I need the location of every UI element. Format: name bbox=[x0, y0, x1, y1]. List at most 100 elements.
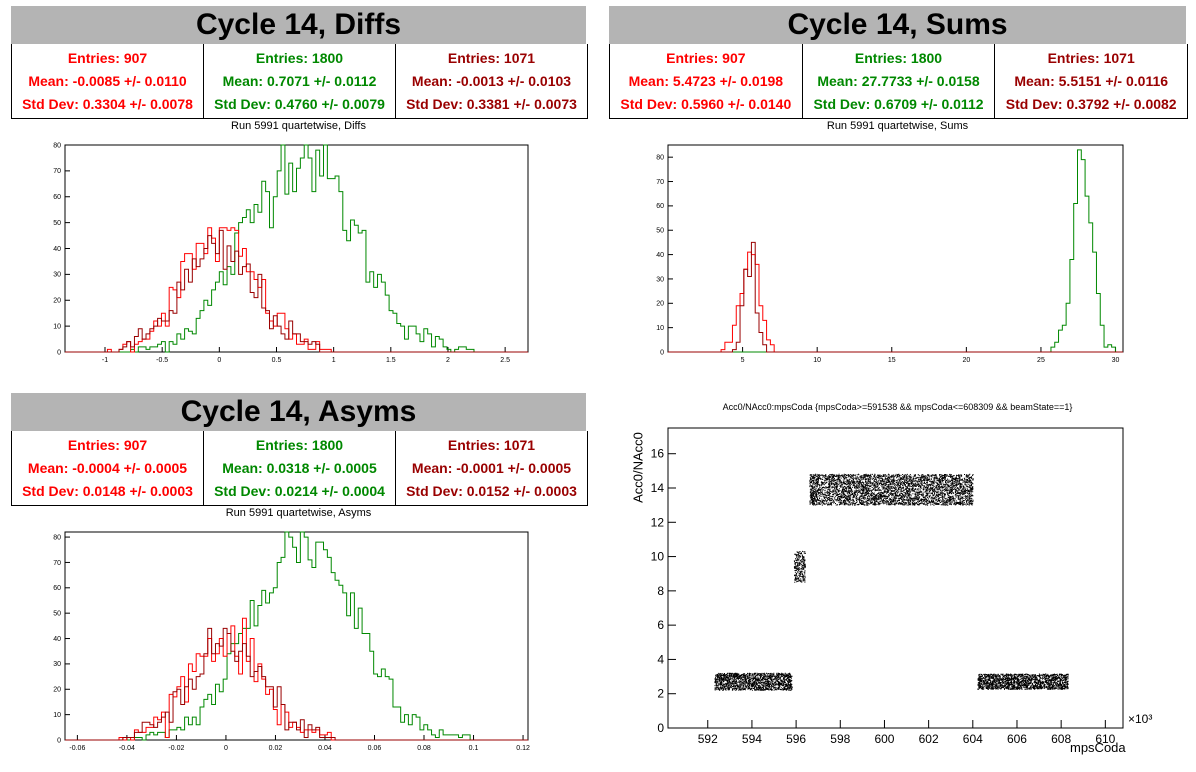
scatter-xlabel: mpsCoda bbox=[1070, 740, 1126, 755]
y-tick-label: 2 bbox=[657, 687, 664, 701]
x-tick-label: -0.04 bbox=[119, 745, 135, 752]
y-tick-label: 70 bbox=[53, 168, 61, 175]
asyms-stats-red: Entries: 907 Mean: -0.0004 +/- 0.0005 St… bbox=[12, 431, 204, 505]
y-tick-label: 10 bbox=[656, 325, 664, 332]
y-tick-label: 0 bbox=[57, 349, 61, 356]
x-tick-label: -1 bbox=[102, 357, 108, 364]
sums-stats-red: Entries: 907 Mean: 5.4723 +/- 0.0198 Std… bbox=[610, 44, 803, 118]
histogram-series-1 bbox=[668, 251, 1123, 353]
entries-label: Entries: 907 bbox=[666, 49, 746, 66]
scatter-points bbox=[714, 473, 1069, 691]
diffs-stats-darkred: Entries: 1071 Mean: -0.0013 +/- 0.0103 S… bbox=[396, 44, 587, 118]
y-tick-label: 50 bbox=[53, 611, 61, 618]
x-tick-label: 600 bbox=[874, 732, 894, 746]
x-tick-label: 0.06 bbox=[368, 745, 382, 752]
scatter-ylabel: Acc0/NAcc0 bbox=[630, 432, 646, 503]
histogram-series-1 bbox=[65, 617, 528, 741]
sums-subtitle: Run 5991 quartetwise, Sums bbox=[826, 120, 969, 132]
x-tick-label: 10 bbox=[813, 357, 821, 364]
y-tick-label: 40 bbox=[656, 252, 664, 259]
scatter-exponent: ×10³ bbox=[1128, 712, 1153, 726]
x-tick-label: 604 bbox=[963, 732, 983, 746]
y-tick-label: 16 bbox=[651, 447, 665, 461]
mean-label: Mean: -0.0004 +/- 0.0005 bbox=[27, 459, 188, 476]
sums-stats-box: Entries: 907 Mean: 5.4723 +/- 0.0198 Std… bbox=[609, 44, 1188, 119]
y-tick-label: 30 bbox=[53, 661, 61, 668]
stddev-label: Std Dev: 0.3792 +/- 0.0082 bbox=[1005, 96, 1177, 113]
x-tick-label: 610 bbox=[1095, 732, 1115, 746]
y-tick-label: 80 bbox=[656, 155, 664, 162]
x-tick-label: 15 bbox=[888, 357, 896, 364]
entries-label: Entries: 1071 bbox=[447, 436, 536, 453]
y-tick-label: 60 bbox=[656, 203, 664, 210]
x-tick-label: 20 bbox=[962, 357, 970, 364]
mean-label: Mean: 0.7071 +/- 0.0112 bbox=[222, 72, 377, 89]
x-tick-label: 0.5 bbox=[272, 357, 282, 364]
y-tick-label: 4 bbox=[657, 652, 664, 666]
entries-label: Entries: 1071 bbox=[447, 49, 536, 66]
stddev-label: Std Dev: 0.0214 +/- 0.0004 bbox=[214, 483, 385, 500]
histogram-series-2 bbox=[668, 241, 1123, 353]
diffs-title: Cycle 14, Diffs bbox=[11, 6, 586, 44]
asyms-stats-green: Entries: 1800 Mean: 0.0318 +/- 0.0005 St… bbox=[204, 431, 396, 505]
y-tick-label: 60 bbox=[53, 194, 61, 201]
x-tick-label: 0.04 bbox=[318, 745, 332, 752]
entries-label: Entries: 1800 bbox=[854, 49, 943, 66]
stddev-label: Std Dev: 0.0152 +/- 0.0003 bbox=[406, 483, 577, 500]
y-tick-label: 20 bbox=[656, 301, 664, 308]
stddev-label: Std Dev: 0.6709 +/- 0.0112 bbox=[813, 96, 984, 113]
y-tick-label: 30 bbox=[656, 276, 664, 283]
x-tick-label: 0 bbox=[217, 357, 221, 364]
y-tick-label: 6 bbox=[657, 618, 664, 632]
sums-stats-darkred: Entries: 1071 Mean: 5.5151 +/- 0.0116 St… bbox=[995, 44, 1187, 118]
stddev-label: Std Dev: 0.5960 +/- 0.0140 bbox=[620, 96, 792, 113]
mean-label: Mean: 5.5151 +/- 0.0116 bbox=[1014, 72, 1169, 89]
asyms-title: Cycle 14, Asyms bbox=[11, 393, 586, 431]
y-tick-label: 12 bbox=[651, 515, 665, 529]
asyms-stats-darkred: Entries: 1071 Mean: -0.0001 +/- 0.0005 S… bbox=[396, 431, 587, 505]
x-tick-label: 0.12 bbox=[516, 745, 530, 752]
x-tick-label: 602 bbox=[919, 732, 939, 746]
y-tick-label: 80 bbox=[53, 142, 61, 149]
x-tick-label: 606 bbox=[1007, 732, 1027, 746]
x-tick-label: 1 bbox=[332, 357, 336, 364]
y-tick-label: 50 bbox=[53, 220, 61, 227]
entries-label: Entries: 907 bbox=[67, 436, 148, 453]
y-tick-label: 10 bbox=[651, 550, 665, 564]
entries-label: Entries: 1071 bbox=[1047, 49, 1135, 66]
x-tick-label: 608 bbox=[1051, 732, 1071, 746]
stddev-label: Std Dev: 0.0148 +/- 0.0003 bbox=[22, 483, 193, 500]
scatter-title: Acc0/NAcc0:mpsCoda {mpsCoda>=591538 && m… bbox=[722, 402, 1073, 412]
y-tick-label: 20 bbox=[53, 687, 61, 694]
mean-label: Mean: -0.0013 +/- 0.0103 bbox=[411, 72, 572, 89]
x-tick-label: 2.5 bbox=[500, 357, 510, 364]
y-tick-label: 10 bbox=[53, 323, 61, 330]
diffs-stats-red: Entries: 907 Mean: -0.0085 +/- 0.0110 St… bbox=[12, 44, 204, 118]
stddev-label: Std Dev: 0.4760 +/- 0.0079 bbox=[214, 96, 385, 113]
x-tick-label: 1.5 bbox=[386, 357, 396, 364]
y-tick-label: 40 bbox=[53, 636, 61, 643]
x-tick-label: 0.1 bbox=[469, 745, 479, 752]
diffs-subtitle: Run 5991 quartetwise, Diffs bbox=[231, 120, 366, 132]
histogram-series-2 bbox=[65, 627, 528, 741]
y-tick-label: 70 bbox=[656, 179, 664, 186]
x-tick-label: 596 bbox=[786, 732, 806, 746]
sums-title: Cycle 14, Sums bbox=[609, 6, 1186, 44]
x-tick-label: 5 bbox=[741, 357, 745, 364]
y-tick-label: 20 bbox=[53, 298, 61, 305]
mean-label: Mean: 5.4723 +/- 0.0198 bbox=[628, 72, 784, 89]
y-tick-label: 80 bbox=[53, 534, 61, 541]
x-tick-label: 2 bbox=[446, 357, 450, 364]
x-tick-label: 30 bbox=[1112, 357, 1120, 364]
entries-label: Entries: 1800 bbox=[255, 436, 344, 453]
plot-frame-2 bbox=[64, 531, 529, 741]
y-tick-label: 40 bbox=[53, 246, 61, 253]
x-tick-label: -0.02 bbox=[168, 745, 184, 752]
histogram-series-0 bbox=[65, 144, 528, 353]
x-tick-label: 0 bbox=[224, 745, 228, 752]
x-tick-label: 0.08 bbox=[417, 745, 431, 752]
x-tick-label: 0.02 bbox=[269, 745, 283, 752]
y-tick-label: 60 bbox=[53, 585, 61, 592]
sums-stats-green: Entries: 1800 Mean: 27.7733 +/- 0.0158 S… bbox=[803, 44, 996, 118]
